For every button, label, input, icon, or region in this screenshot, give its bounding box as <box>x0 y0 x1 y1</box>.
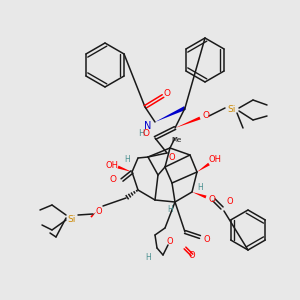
Text: H: H <box>145 254 151 262</box>
Polygon shape <box>155 106 186 122</box>
Polygon shape <box>118 166 132 172</box>
Polygon shape <box>175 117 201 128</box>
Text: N: N <box>144 121 152 131</box>
Polygon shape <box>90 212 96 218</box>
Text: H: H <box>167 206 173 214</box>
Text: O: O <box>96 208 102 217</box>
Text: H: H <box>124 155 130 164</box>
Text: OH: OH <box>106 160 118 169</box>
Polygon shape <box>192 192 206 198</box>
Text: OH: OH <box>208 155 221 164</box>
Text: H: H <box>138 128 144 137</box>
Text: O: O <box>189 250 195 260</box>
Text: O: O <box>204 235 210 244</box>
Text: H: H <box>197 182 203 191</box>
Text: O: O <box>208 196 215 205</box>
Text: O: O <box>110 176 116 184</box>
Polygon shape <box>197 163 210 172</box>
Text: O: O <box>169 152 175 161</box>
Text: O: O <box>142 130 149 139</box>
Text: Me: Me <box>171 137 181 143</box>
Text: Si: Si <box>68 214 76 224</box>
Text: Si: Si <box>228 104 236 113</box>
Text: O: O <box>227 197 233 206</box>
Text: O: O <box>167 238 173 247</box>
Text: O: O <box>202 110 209 119</box>
Text: O: O <box>164 88 170 98</box>
